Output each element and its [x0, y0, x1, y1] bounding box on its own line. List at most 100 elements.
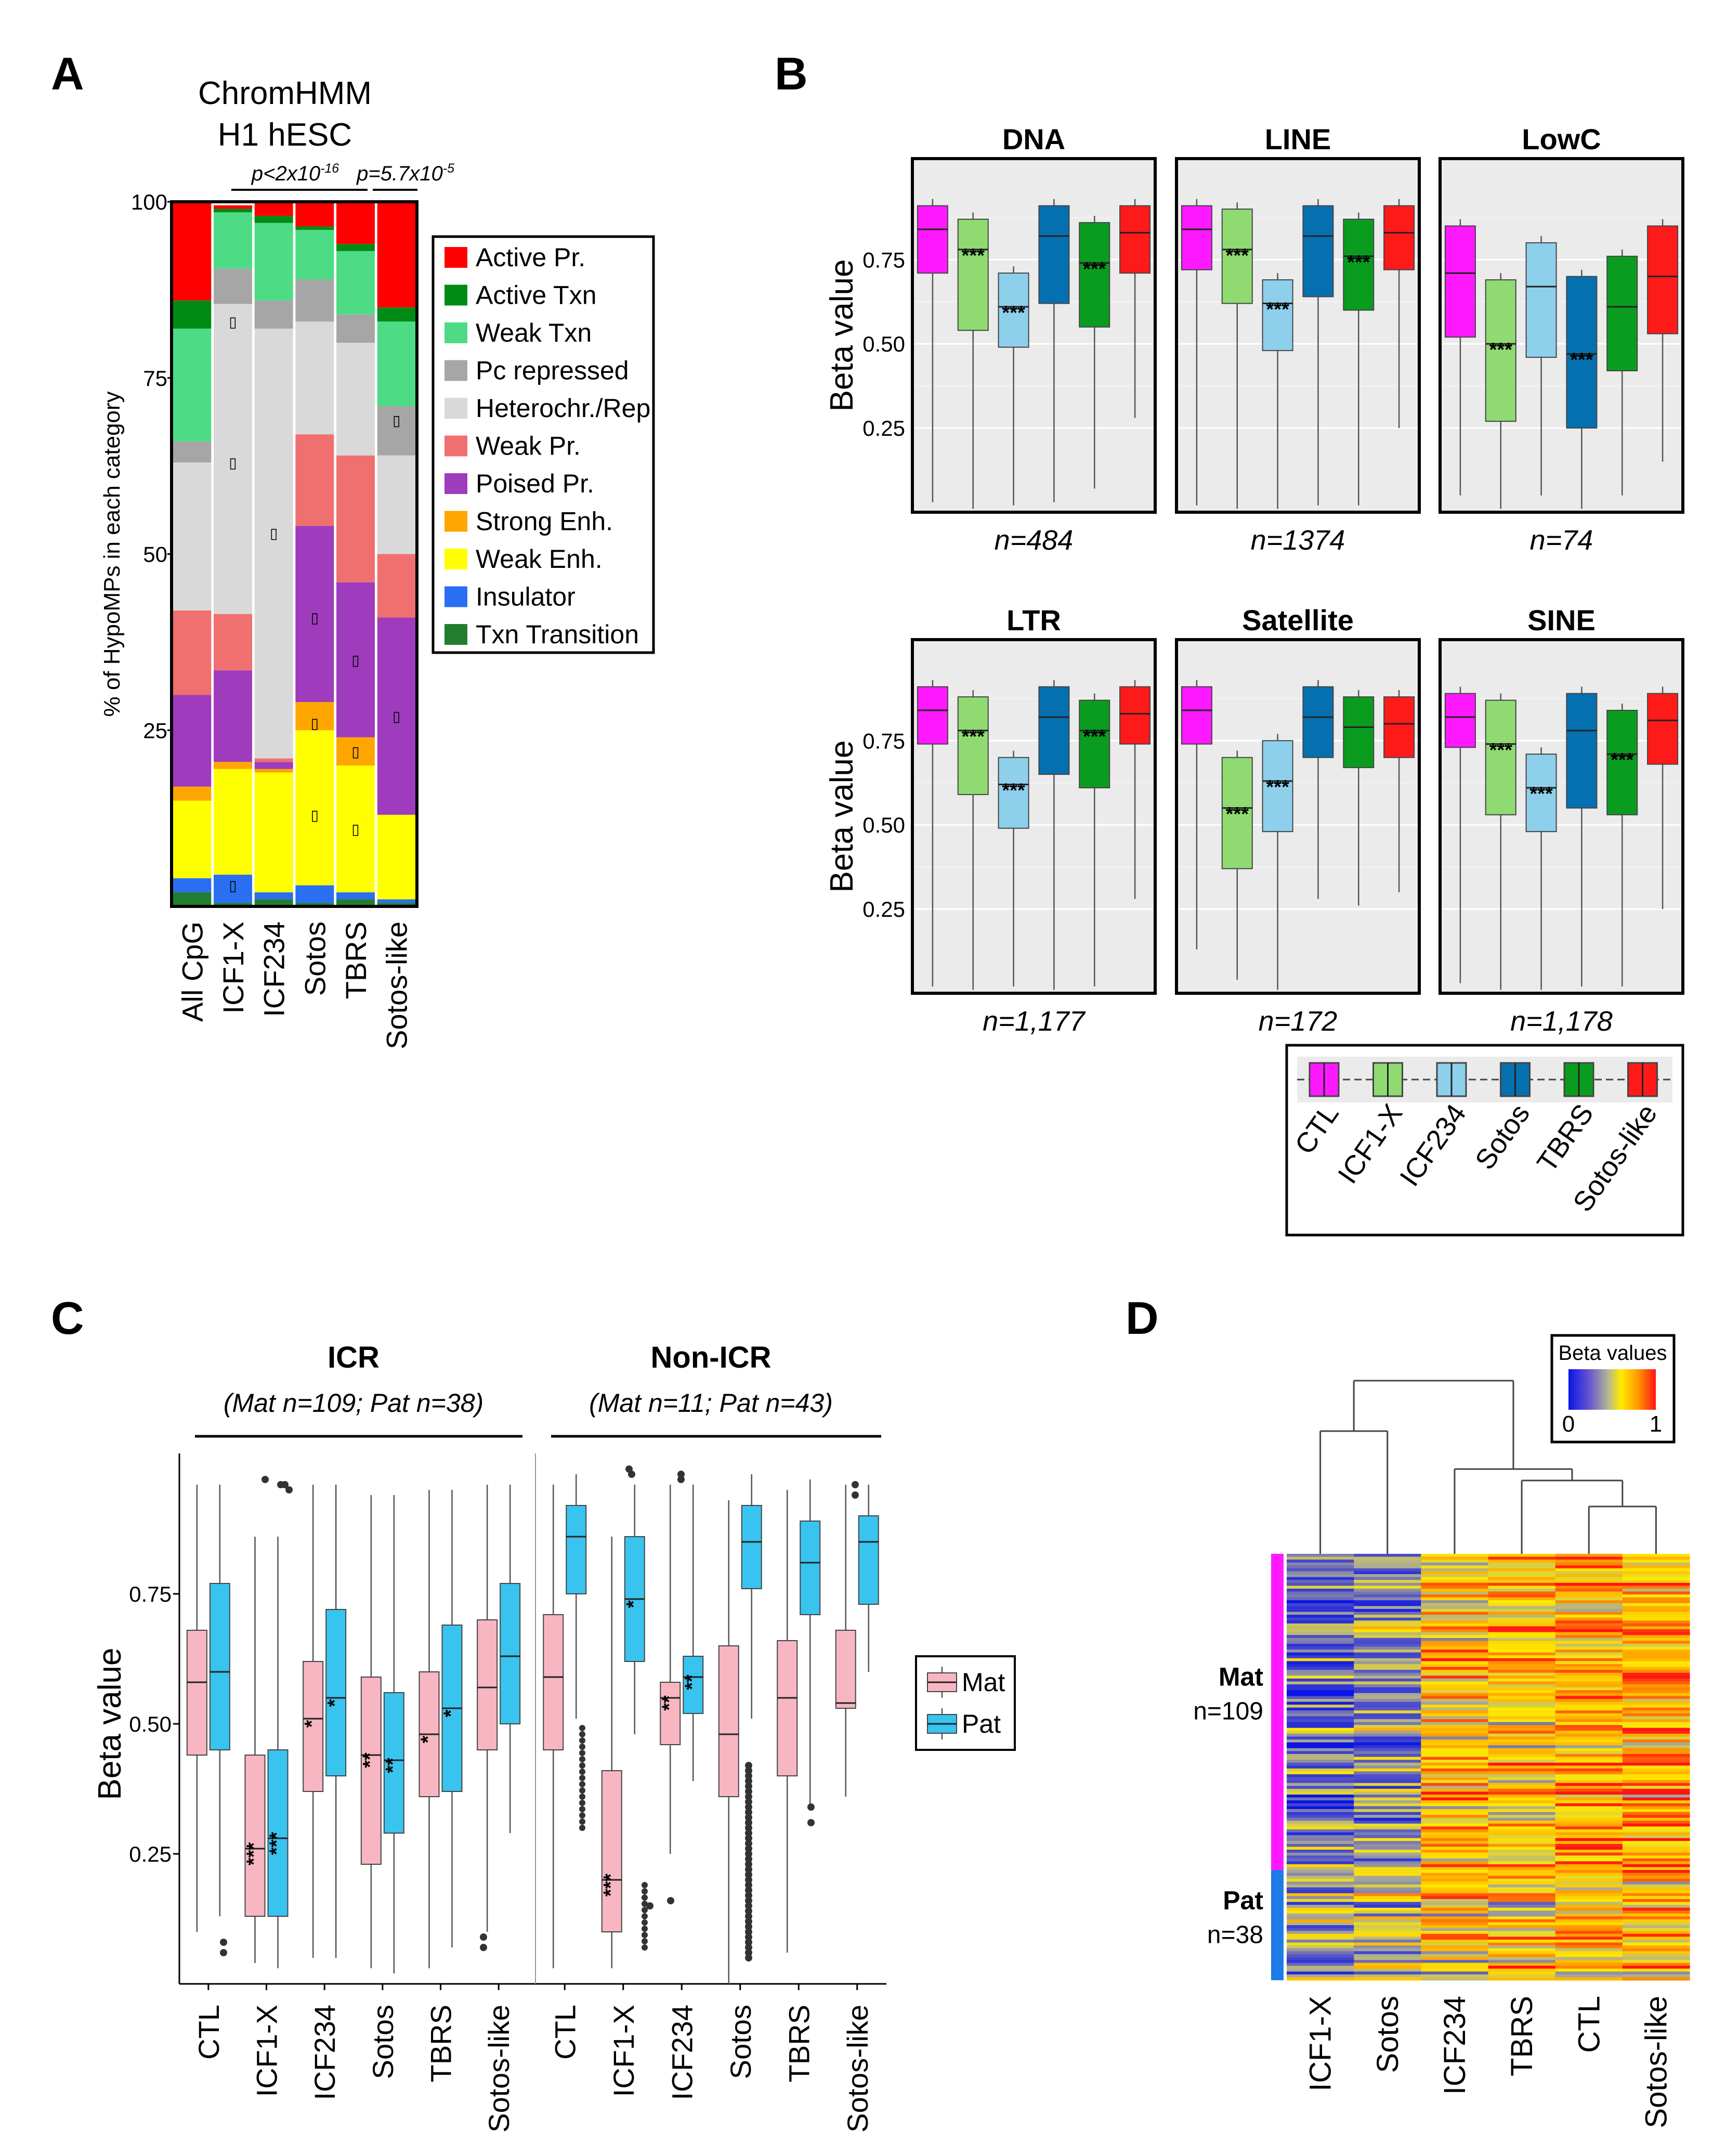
- heatmap-cell: [1354, 1939, 1421, 1943]
- heatmap-cell: [1421, 1745, 1489, 1749]
- heatmap-cell: [1287, 1803, 1354, 1807]
- heatmap-cell: [1421, 1800, 1489, 1804]
- heatmap-cell: [1555, 1809, 1623, 1813]
- heatmap-cell: [1421, 1876, 1489, 1879]
- heatmap-cell: [1622, 1608, 1690, 1613]
- heatmap-cell: [1488, 1612, 1556, 1615]
- heatmap-cell: [1555, 1757, 1623, 1760]
- heatmap-cell: [1287, 1733, 1354, 1737]
- heatmap-cell: [1421, 1939, 1489, 1943]
- heatmap-cell: [1354, 1768, 1421, 1772]
- bracket-marker: ▯: [229, 454, 237, 471]
- heatmap-cell: [1287, 1641, 1354, 1644]
- heatmap-cell: [1622, 1684, 1690, 1688]
- y-tick-label: 50: [143, 542, 167, 567]
- row-group-name: Mat: [1219, 1663, 1263, 1692]
- box-ctl: [917, 686, 948, 745]
- legend-label: Strong Enh.: [476, 507, 613, 536]
- heatmap-cell: [1488, 1586, 1556, 1589]
- heatmap-cell: [1622, 1977, 1690, 1981]
- x-tick-label: Sotos-like: [381, 921, 413, 1049]
- heatmap-cell: [1287, 1945, 1354, 1949]
- heatmap-cell: [1287, 1806, 1354, 1810]
- heatmap-cell: [1354, 1661, 1421, 1665]
- heatmap-cell: [1555, 1655, 1623, 1659]
- heatmap-cell: [1488, 1719, 1556, 1723]
- heatmap-cell: [1287, 1582, 1354, 1586]
- heatmap-cell: [1421, 1643, 1489, 1647]
- heatmap-cell: [1555, 1971, 1623, 1975]
- heatmap-cell: [1287, 1911, 1354, 1914]
- heatmap-cell: [1622, 1911, 1690, 1914]
- heatmap-cell: [1488, 1823, 1556, 1827]
- heatmap-cell: [1488, 1629, 1556, 1633]
- box-mat: [777, 1640, 798, 1776]
- box-pat: [500, 1583, 521, 1724]
- heatmap-cell: [1421, 1870, 1489, 1874]
- heatmap-cell: [1287, 1713, 1354, 1717]
- heatmap-cell: [1488, 1812, 1556, 1815]
- facet-title: ICR: [328, 1341, 380, 1374]
- heatmap-cell: [1555, 1922, 1623, 1926]
- bar-segment-insulator: [173, 878, 212, 892]
- heatmap-cell: [1354, 1681, 1421, 1685]
- heatmap-cell: [1622, 1728, 1690, 1731]
- panel-label-c: C: [51, 1292, 84, 1344]
- heatmap-cell: [1421, 1698, 1489, 1703]
- heatmap-cell: [1555, 1722, 1623, 1725]
- bar-segment-insulator: [336, 892, 375, 900]
- heatmap-cell: [1622, 1794, 1690, 1798]
- heatmap-cell: [1488, 1556, 1556, 1560]
- heatmap-cell: [1354, 1562, 1421, 1566]
- bar-segment-weak-pr-: [254, 758, 293, 762]
- heatmap-cell: [1488, 1821, 1556, 1824]
- heatmap-cell: [1421, 1635, 1489, 1639]
- heatmap-cell: [1622, 1646, 1690, 1650]
- bar-segment-poised-pr-: [173, 695, 212, 787]
- heatmap-cell: [1354, 1815, 1421, 1819]
- heatmap-cell: [1287, 1565, 1354, 1569]
- bar-segment-weak-pr-: [377, 554, 416, 618]
- heatmap-cell: [1421, 1768, 1489, 1772]
- heatmap-cell: [1488, 1554, 1556, 1557]
- heatmap-cell: [1421, 1681, 1489, 1685]
- facet-n-label: n=1,177: [983, 1006, 1086, 1037]
- heatmap-cell: [1287, 1580, 1354, 1583]
- outlier-point: [642, 1938, 648, 1944]
- heatmap-cell: [1555, 1556, 1623, 1560]
- heatmap-cell: [1354, 1821, 1421, 1824]
- heatmap-cell: [1622, 1623, 1690, 1627]
- heatmap-cell: [1354, 1716, 1421, 1720]
- heatmap-cell: [1287, 1672, 1354, 1676]
- heatmap-cell: [1354, 1838, 1421, 1841]
- heatmap-cell: [1354, 1687, 1421, 1691]
- heatmap-cell: [1287, 1690, 1354, 1694]
- heatmap-cell: [1488, 1794, 1556, 1798]
- heatmap-cell: [1287, 1626, 1354, 1630]
- heatmap-cell: [1555, 1948, 1623, 1952]
- heatmap-cell: [1354, 1890, 1421, 1894]
- heatmap-cell: [1421, 1739, 1489, 1743]
- heatmap-cell: [1555, 1698, 1623, 1703]
- box-icf1-x: [957, 218, 989, 331]
- heatmap-cell: [1287, 1815, 1354, 1819]
- heatmap-cell: [1555, 1748, 1623, 1751]
- heatmap-cell: [1622, 1768, 1690, 1772]
- facet-n-label: n=484: [995, 525, 1074, 556]
- heatmap-cell: [1555, 1728, 1623, 1731]
- legend-swatch: [444, 624, 467, 645]
- heatmap-cell: [1287, 1725, 1354, 1729]
- y-tick-label: 0.50: [129, 1712, 172, 1736]
- outlier-point: [642, 1894, 648, 1901]
- outlier-point: [745, 1871, 752, 1878]
- heatmap-cell: [1421, 1933, 1489, 1937]
- heatmap-cell: [1354, 1736, 1421, 1740]
- bar-segment-weak-enh-: [214, 769, 252, 875]
- outlier-point: [579, 1744, 585, 1750]
- bar-segment-active-pr-: [295, 202, 334, 227]
- heatmap-cell: [1287, 1954, 1354, 1957]
- legend-label: Insulator: [476, 582, 576, 612]
- outlier-point: [745, 1881, 752, 1889]
- legend-box: [915, 1655, 1016, 1751]
- heatmap-cell: [1555, 1568, 1623, 1572]
